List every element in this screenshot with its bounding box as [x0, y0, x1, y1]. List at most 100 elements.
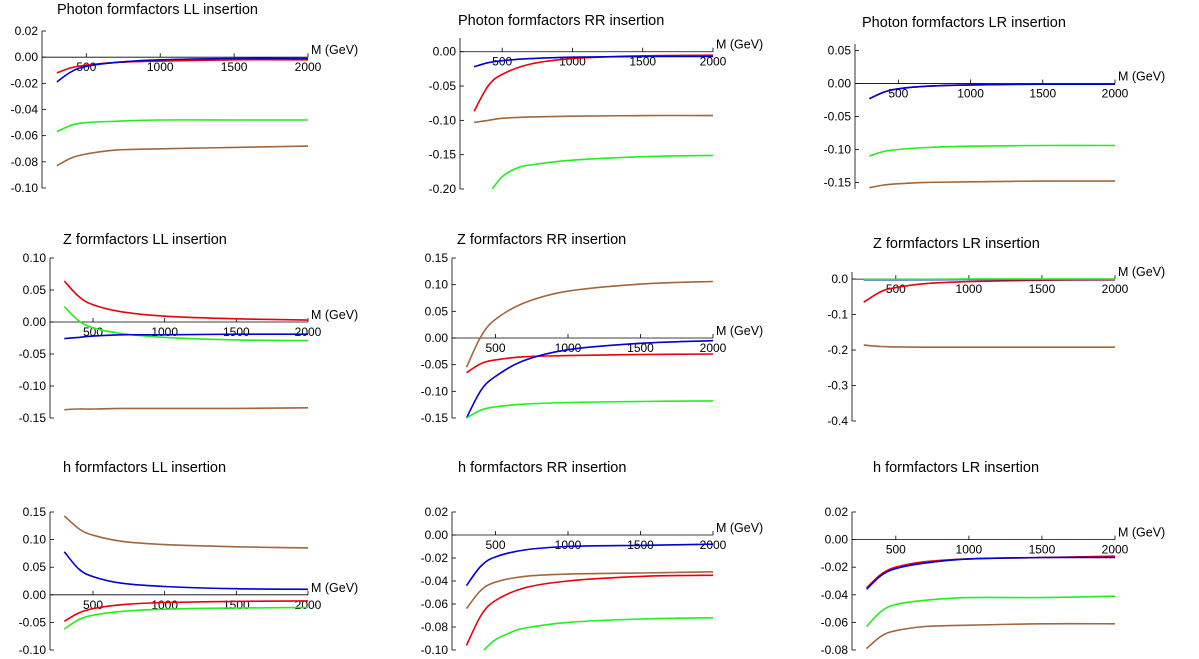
x-axis-label: M (GeV) — [311, 581, 358, 595]
panel-p_rr: Photon formfactors RR insertion 0.00 -0.05… — [429, 13, 764, 196]
y-tick-label: -0.08 — [821, 643, 849, 657]
panel-p_lr: Photon formfactors LR insertion 0.05 0.00 -… — [824, 15, 1166, 189]
series-line — [64, 333, 309, 340]
y-tick-label: 0.02 — [825, 505, 849, 519]
x-tick-label: 2000 — [700, 341, 727, 355]
series-line — [56, 57, 309, 83]
y-tick-label: -0.20 — [429, 182, 457, 196]
x-tick-label: 1500 — [221, 60, 248, 74]
x-tick-label: 2000 — [295, 325, 322, 339]
y-tick-label: -0.05 — [19, 615, 47, 629]
series-line — [64, 407, 309, 411]
x-tick-label: 1000 — [957, 87, 984, 101]
x-tick-label: 500 — [492, 55, 512, 69]
series-line — [863, 344, 1115, 349]
x-tick-label: 1500 — [223, 325, 250, 339]
x-tick-label: 2000 — [295, 598, 322, 612]
y-tick-label: -0.04 — [821, 588, 849, 602]
y-tick-label: -0.10 — [429, 113, 457, 127]
y-tick-label: 0.05 — [23, 283, 47, 297]
x-tick-label: 1500 — [1029, 282, 1056, 296]
x-tick-label: 2000 — [295, 60, 322, 74]
x-axis-label: M (GeV) — [311, 43, 358, 57]
panel-h_ll: h formfactors LL insertion 0.15 0.10 0.05 0.… — [19, 460, 359, 657]
y-tick-label: 0.00 — [425, 331, 449, 345]
y-tick-label: -0.02 — [421, 551, 449, 565]
panel-title: h formfactors LR insertion — [873, 460, 1039, 476]
y-tick-label: -0.05 — [429, 79, 457, 93]
y-tick-label: -0.05 — [19, 347, 47, 361]
y-tick-label: 0.15 — [425, 251, 449, 265]
x-axis-label: M (GeV) — [1118, 70, 1165, 84]
x-tick-label: 1500 — [223, 598, 250, 612]
panel-title: Z formfactors RR insertion — [457, 232, 626, 248]
y-tick-label: -0.08 — [11, 155, 39, 169]
series-line — [465, 571, 714, 610]
x-tick-label: 2000 — [1102, 87, 1129, 101]
y-tick-label: -0.04 — [11, 103, 39, 117]
y-tick-label: 0.00 — [828, 77, 852, 91]
y-tick-label: -0.10 — [19, 643, 47, 657]
y-tick-label: -0.15 — [421, 411, 449, 425]
y-tick-label: 0.00 — [23, 315, 47, 329]
x-axis-label: M (GeV) — [716, 521, 763, 535]
series-line — [869, 144, 1116, 157]
y-tick-label: -0.10 — [421, 384, 449, 398]
series-line — [866, 622, 1116, 650]
y-tick-label: 0.10 — [23, 251, 47, 265]
x-axis-label: M (GeV) — [1118, 526, 1165, 540]
series-line — [483, 617, 714, 651]
series-line — [866, 556, 1116, 590]
series-line — [491, 154, 714, 190]
x-axis-label: M (GeV) — [311, 308, 358, 322]
series-line — [63, 600, 309, 622]
x-tick-label: 500 — [485, 538, 505, 552]
y-tick-label: 0.05 — [425, 304, 449, 318]
panel-z_rr: Z formfactors RR insertion 0.15 0.10 0.05 0.… — [421, 232, 764, 425]
series-line — [63, 606, 309, 630]
y-tick-label: 0.00 — [825, 533, 849, 547]
y-tick-label: -0.04 — [421, 574, 449, 588]
x-tick-label: 1500 — [629, 55, 656, 69]
x-tick-label: 500 — [485, 341, 505, 355]
x-axis-label: M (GeV) — [1118, 265, 1165, 279]
y-tick-label: 0.15 — [23, 505, 47, 519]
y-tick-label: 0.05 — [23, 560, 47, 574]
y-tick-label: -0.4 — [827, 414, 848, 428]
panel-z_ll: Z formfactors LL insertion 0.10 0.05 0.00 -0… — [19, 232, 359, 425]
y-tick-label: -0.15 — [824, 175, 852, 189]
y-tick-label: -0.1 — [827, 308, 848, 322]
series-line — [63, 551, 309, 591]
y-tick-label: -0.10 — [824, 142, 852, 156]
series-line — [466, 400, 714, 419]
panel-title: Z formfactors LR insertion — [873, 236, 1040, 252]
x-tick-label: 2000 — [1102, 543, 1129, 557]
panel-title: Photon formfactors RR insertion — [458, 13, 664, 29]
x-tick-label: 500 — [76, 60, 96, 74]
y-tick-label: -0.10 — [11, 181, 39, 195]
y-tick-label: 0.02 — [15, 24, 39, 38]
panel-p_ll: Photon formfactors LL insertion 0.02 0.00 -… — [11, 2, 359, 195]
series-line — [866, 555, 1116, 589]
panel-title: h formfactors LL insertion — [63, 460, 226, 476]
y-tick-label: -0.08 — [421, 620, 449, 634]
series-line — [465, 543, 714, 587]
panel-title: Z formfactors LL insertion — [63, 232, 227, 248]
panel-h_rr: h formfactors RR insertion 0.02 0.00 -0.02 -… — [421, 460, 764, 657]
y-tick-label: -0.3 — [827, 379, 848, 393]
panel-title: Photon formfactors LR insertion — [862, 15, 1066, 31]
x-tick-label: 500 — [886, 543, 906, 557]
x-tick-label: 1000 — [555, 538, 582, 552]
x-tick-label: 2000 — [1102, 282, 1129, 296]
series-line — [465, 339, 714, 419]
y-tick-label: 0.02 — [425, 505, 449, 519]
panel-h_lr: h formfactors LR insertion 0.02 0.00 -0.02 -… — [821, 460, 1166, 657]
y-tick-label: -0.06 — [421, 597, 449, 611]
series-line — [866, 595, 1116, 628]
series-line — [56, 145, 309, 167]
panel-z_lr: Z formfactors LR insertion 0.0 -0.1 -0.2 -0.… — [827, 236, 1165, 428]
panel-title: Photon formfactors LL insertion — [57, 2, 258, 18]
y-tick-label: -0.02 — [821, 560, 849, 574]
x-tick-label: 1000 — [147, 60, 174, 74]
